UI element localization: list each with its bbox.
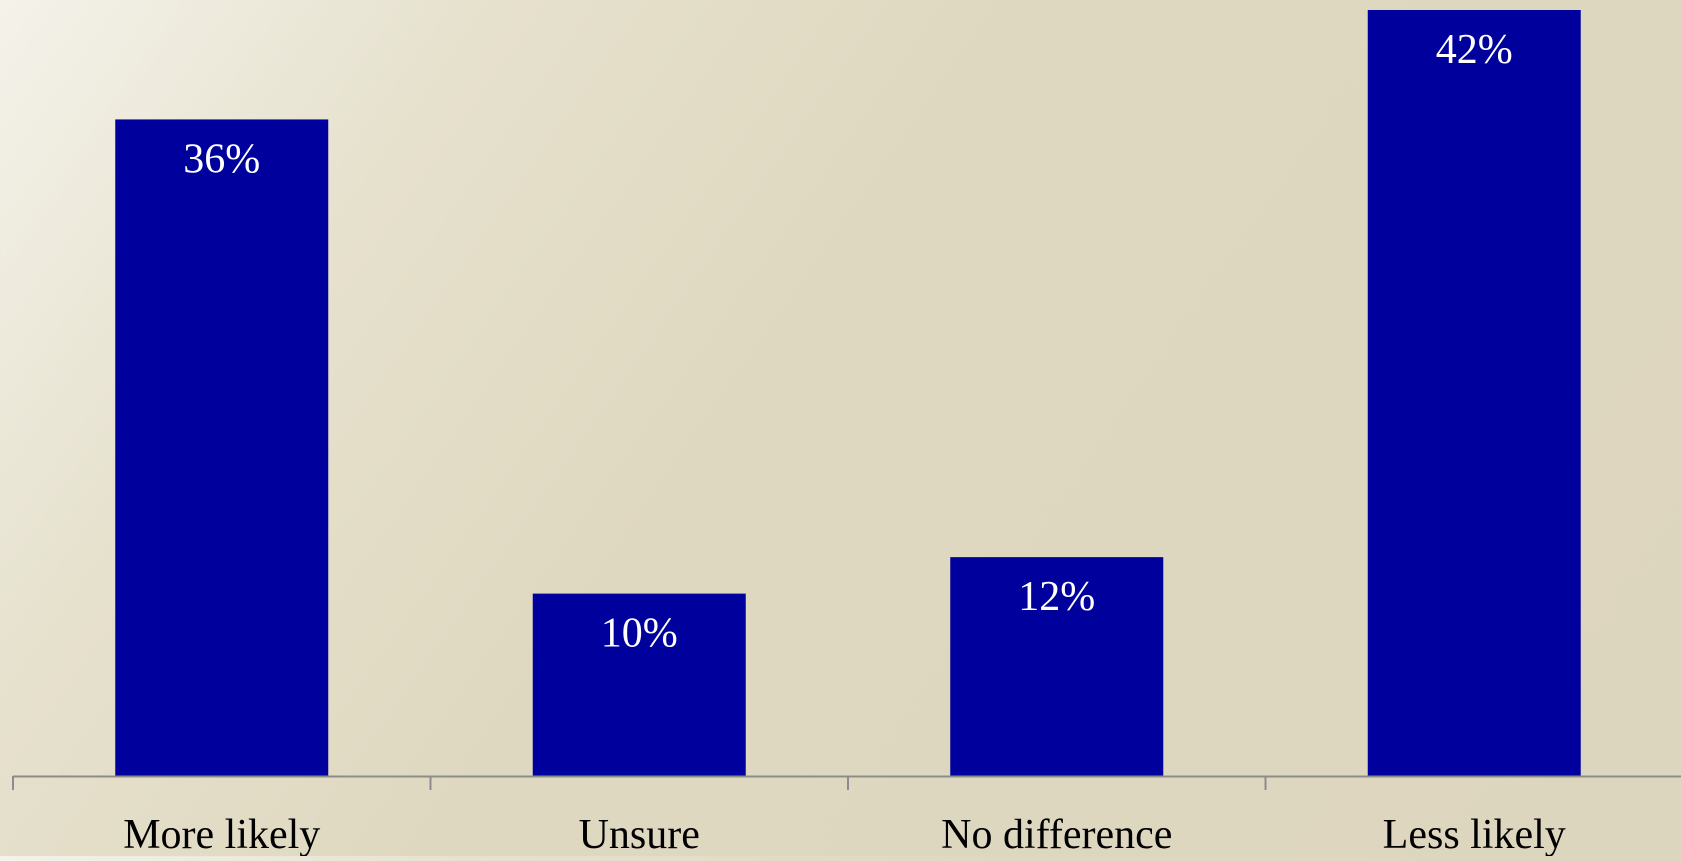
value-label-less-likely: 42% — [1436, 27, 1513, 73]
value-label-more-likely: 36% — [183, 136, 260, 182]
category-label-unsure: Unsure — [579, 812, 700, 856]
bar-no-difference — [950, 557, 1164, 776]
value-label-unsure: 10% — [601, 611, 678, 657]
category-label-more-likely: More likely — [123, 812, 320, 856]
labels-group: 36% More likely 10% Unsure 12% No difference 4… — [123, 27, 1566, 858]
bar-unsure — [532, 593, 746, 776]
value-label-no-difference: 12% — [1018, 574, 1095, 620]
x-axis — [12, 775, 1681, 790]
bars-group — [115, 10, 1581, 776]
bar-more-likely — [115, 119, 329, 776]
category-label-no-difference: No difference — [941, 812, 1172, 856]
bar-less-likely — [1367, 10, 1581, 776]
category-label-less-likely: Less likely — [1383, 812, 1566, 856]
